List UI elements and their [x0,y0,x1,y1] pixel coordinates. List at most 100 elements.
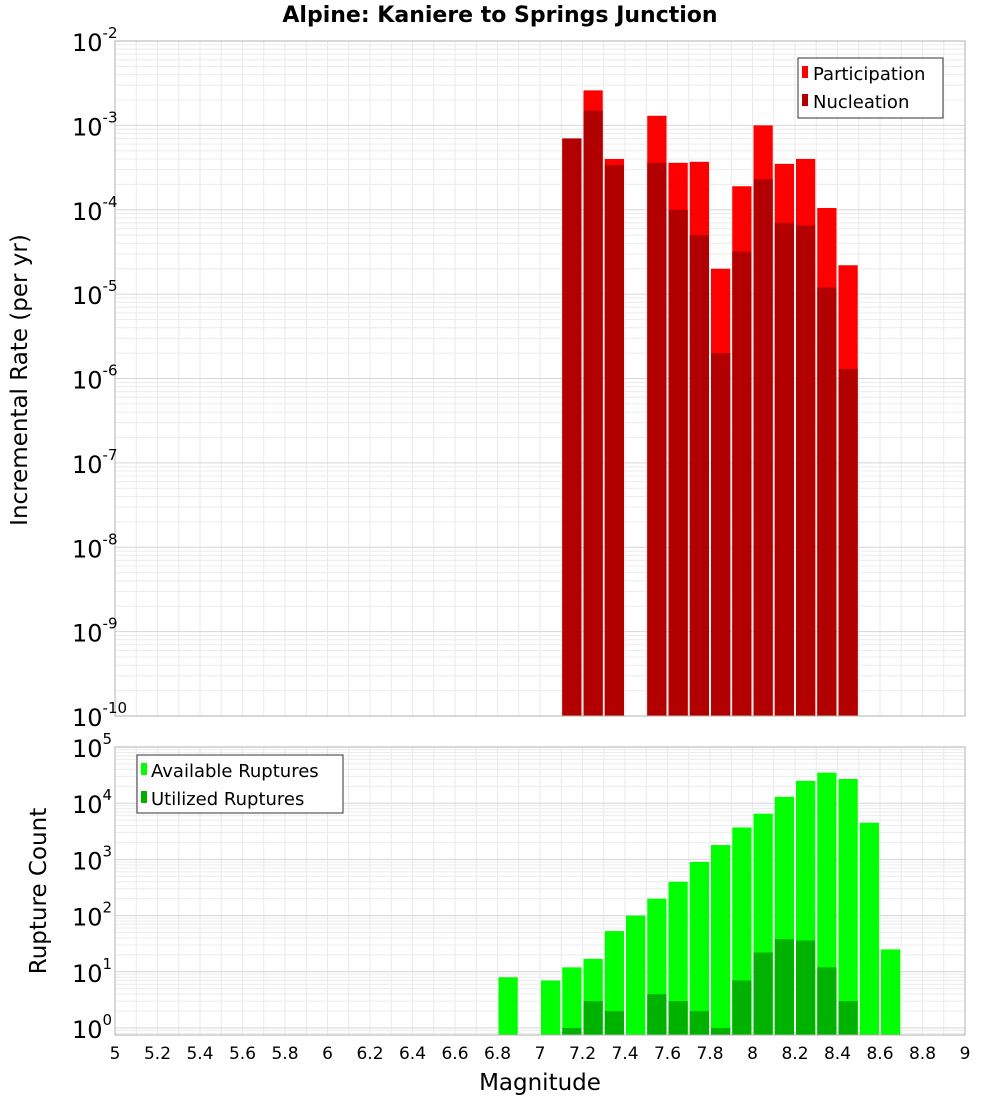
bar-available-ruptures-7.15 [562,967,582,1035]
top-legend-box [797,57,944,119]
bar-nucleation-8.05 [753,179,773,716]
x-tick-label: 9 [960,1044,971,1064]
bottom-legend-box [136,754,344,814]
bar-utilized-ruptures-8.45 [838,1001,858,1035]
bar-nucleation-8.15 [774,222,794,716]
y-tick-label: 102 [72,899,112,932]
x-tick-label: 8.8 [909,1044,936,1064]
x-tick-label: 8.4 [824,1044,851,1064]
y-tick-label: 10-10 [72,699,127,732]
x-tick-label: 7.8 [696,1044,723,1064]
y-tick-label: 10-6 [72,362,118,395]
bar-utilized-ruptures-7.25 [583,1001,603,1035]
bar-utilized-ruptures-7.75 [689,1011,709,1035]
x-tick-label: 6.4 [399,1044,426,1064]
y-tick-label: 10-3 [72,108,118,141]
y-tick-label: 10-9 [72,615,118,648]
y-tick-label: 105 [72,730,112,763]
legend-label-participation: Participation [813,64,925,85]
bar-nucleation-8.25 [796,225,816,716]
bar-nucleation-8.45 [838,368,858,716]
bar-available-ruptures-7.65 [668,881,688,1035]
bottom-legend: Available Ruptures Utilized Ruptures [136,754,344,814]
bar-utilized-ruptures-7.85 [711,1027,731,1035]
bar-utilized-ruptures-7.35 [604,1011,624,1035]
x-tick-label: 8.6 [866,1044,893,1064]
bar-utilized-ruptures-7.55 [647,994,667,1035]
y-tick-label: 10-5 [72,277,118,310]
legend-swatch-available [141,763,147,775]
bar-nucleation-8.35 [817,287,837,716]
x-tick-label: 7.6 [654,1044,681,1064]
bar-nucleation-7.35 [604,164,624,716]
bar-utilized-ruptures-8.05 [753,952,773,1035]
y-tick-label: 10-8 [72,530,118,563]
y-tick-label: 100 [72,1011,112,1044]
y-tick-label: 101 [72,955,112,988]
bar-nucleation-7.65 [668,209,688,716]
x-tick-label: 6 [322,1044,333,1064]
x-tick-label: 7.4 [611,1044,638,1064]
y-tick-label: 10-2 [72,24,118,57]
legend-swatch-nucleation [802,94,808,106]
bar-available-ruptures-8.55 [859,822,879,1035]
x-tick-label: 8.2 [781,1044,808,1064]
bar-nucleation-7.15 [562,138,582,717]
bar-available-ruptures-7.75 [689,861,709,1035]
chart-title: Alpine: Kaniere to Springs Junction [282,3,717,28]
legend-label-nucleation: Nucleation [813,92,909,113]
y-tick-label: 10-7 [72,446,118,479]
bottom-plot-frame [114,746,966,1036]
legend-swatch-participation [802,66,808,78]
x-tick-label: 6.6 [441,1044,468,1064]
bar-available-ruptures-7.85 [711,845,731,1035]
bar-nucleation-7.85 [711,353,731,716]
x-tick-label: 5.8 [271,1044,298,1064]
x-tick-label: 7 [535,1044,546,1064]
y-tick-label: 10-4 [72,193,118,226]
x-axis-label: Magnitude [479,1070,601,1096]
x-tick-label: 7.2 [569,1044,596,1064]
x-tick-label: 5 [110,1044,121,1064]
y-tick-label: 104 [72,786,112,819]
bar-available-ruptures-8.65 [881,949,901,1035]
bottom-bars [498,772,901,1035]
legend-label-available: Available Ruptures [151,761,319,782]
bar-utilized-ruptures-7.15 [562,1027,582,1035]
legend-label-utilized: Utilized Ruptures [151,789,304,810]
top-plot-frame [114,40,966,717]
x-tick-label: 5.6 [229,1044,256,1064]
x-tick-label: 5.4 [186,1044,213,1064]
x-tick-label: 6.8 [484,1044,511,1064]
top-legend: Participation Nucleation [797,57,944,119]
legend-swatch-utilized [141,791,147,803]
top-y-ticks: 10-10 10-9 10-8 10-7 10-6 10-5 10-4 10-3 10-2 [72,24,127,732]
bar-nucleation-7.55 [647,162,667,716]
x-tick-label: 6.2 [356,1044,383,1064]
bar-utilized-ruptures-8.15 [774,939,794,1035]
bar-nucleation-7.75 [689,235,709,716]
bar-available-ruptures-6.85 [498,977,518,1035]
bar-nucleation-7.25 [583,110,603,716]
bar-utilized-ruptures-7.95 [732,980,752,1035]
bar-available-ruptures-7.45 [626,915,646,1035]
bar-available-ruptures-7.05 [541,980,561,1035]
bar-utilized-ruptures-8.35 [817,967,837,1035]
top-panel: 10-10 10-9 10-8 10-7 10-6 10-5 10-4 10-3 10-2 In… [7,24,966,732]
bar-available-ruptures-8.45 [838,778,858,1035]
bar-utilized-ruptures-7.65 [668,1001,688,1035]
y-tick-label: 103 [72,842,112,875]
top-y-axis-label: Incremental Rate (per yr) [7,234,33,526]
bottom-y-ticks: 100 101 102 103 104 105 [72,730,112,1044]
x-ticks: 5 5.2 5.4 5.6 5.8 6 6.2 6.4 6.6 6.8 7 7.2 7.4 7.6 7.8 8… [110,1044,971,1064]
top-grid [114,41,966,717]
x-tick-label: 5.2 [144,1044,171,1064]
bottom-panel: 100 101 102 103 104 105 5 5.2 5.4 5.6 5.8 6 6.2 6.4 6… [26,730,970,1096]
bar-available-ruptures-7.35 [604,931,624,1035]
bottom-y-axis-label: Rupture Count [26,808,52,974]
bar-utilized-ruptures-8.25 [796,940,816,1035]
x-tick-label: 8 [747,1044,758,1064]
top-bars [562,90,858,717]
bar-nucleation-7.95 [732,251,752,716]
